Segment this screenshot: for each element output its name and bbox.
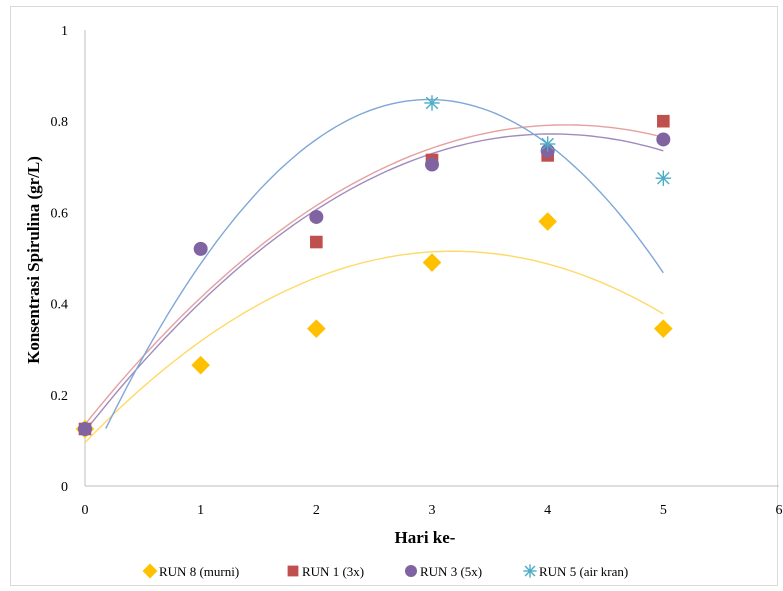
- y-tick-label: 0.8: [51, 115, 69, 130]
- x-axis-title: Hari ke-: [395, 528, 456, 547]
- y-tick-label: 0.2: [51, 389, 69, 404]
- data-point-circle: [78, 422, 92, 436]
- legend-label: RUN 1 (3x): [302, 564, 364, 579]
- asterisk-stroke: [524, 565, 536, 577]
- legend-item: RUN 1 (3x): [287, 564, 364, 579]
- data-point-diamond: [191, 355, 210, 375]
- trendlines: [84, 98, 664, 444]
- legend-label: RUN 5 (air kran): [539, 564, 628, 579]
- data-point-square: [310, 235, 323, 249]
- legend-item: RUN 5 (air kran): [523, 564, 628, 579]
- asterisk-stroke: [425, 96, 439, 110]
- data-point-asterisk: [655, 170, 672, 186]
- legend-item: RUN 8 (murni): [142, 563, 239, 579]
- data-point-diamond: [422, 253, 442, 272]
- legend-label: RUN 3 (5x): [420, 564, 482, 579]
- y-tick-label: 1: [61, 24, 68, 39]
- legend-marker-asterisk: [523, 564, 537, 578]
- x-tick-label: 0: [82, 503, 89, 518]
- trendline: [84, 124, 664, 425]
- x-tick-label: 2: [313, 503, 320, 518]
- data-point-circle: [309, 209, 324, 224]
- data-points: [75, 95, 673, 439]
- data-point-circle: [193, 241, 208, 256]
- trendline: [84, 133, 664, 432]
- asterisk-stroke: [541, 137, 554, 151]
- y-axis-title: Konsentrasi Spirulina (gr/L): [24, 156, 43, 364]
- x-tick-label: 5: [660, 503, 667, 518]
- data-point-asterisk: [424, 95, 440, 111]
- x-tick-label: 3: [429, 503, 436, 518]
- y-tick-label: 0: [61, 480, 68, 495]
- data-point-diamond: [538, 212, 557, 231]
- legend-marker-square: [287, 565, 299, 577]
- y-tick-label: 0.6: [51, 206, 69, 221]
- trendline: [105, 98, 664, 429]
- axes: 0 1 2 3 4 5 6 0 0.2 0.4 0.6 0.8 1: [51, 24, 783, 518]
- data-point-asterisk: [539, 136, 556, 152]
- asterisk-stroke: [657, 171, 670, 185]
- data-point-diamond: [654, 319, 673, 338]
- legend-marker-diamond: [142, 563, 158, 579]
- data-point-circle: [425, 157, 439, 172]
- data-point-circle: [656, 132, 671, 147]
- legend-label: RUN 8 (murni): [159, 564, 239, 579]
- data-point-diamond: [307, 319, 326, 338]
- legend-marker-circle: [405, 565, 417, 577]
- trendline: [84, 250, 664, 444]
- x-tick-label: 6: [776, 503, 783, 518]
- y-tick-label: 0.4: [51, 298, 69, 313]
- x-tick-label: 1: [197, 503, 204, 518]
- legend: RUN 8 (murni) RUN 1 (3x) RUN 3 (5x) RUN 5 (…: [142, 563, 628, 579]
- x-tick-label: 4: [544, 503, 551, 518]
- legend-item: RUN 3 (5x): [405, 564, 482, 579]
- data-point-square: [657, 114, 670, 128]
